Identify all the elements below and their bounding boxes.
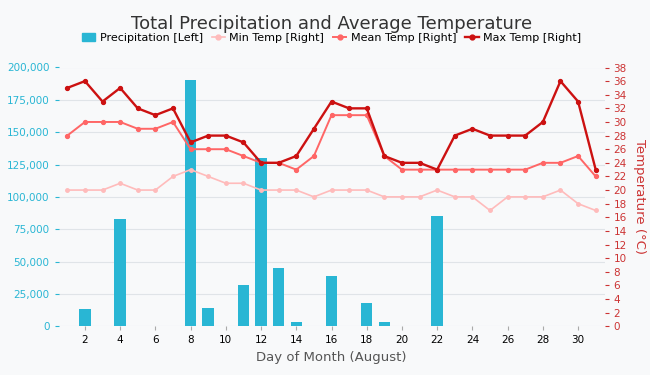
Bar bbox=[273, 268, 285, 326]
Bar bbox=[203, 308, 214, 326]
Bar bbox=[185, 81, 196, 326]
Bar bbox=[79, 309, 90, 326]
Y-axis label: Sum of Precipitation: Sum of Precipitation bbox=[0, 129, 1, 264]
Bar bbox=[238, 285, 249, 326]
Bar bbox=[114, 219, 126, 326]
X-axis label: Day of Month (August): Day of Month (August) bbox=[256, 351, 407, 364]
Legend: Precipitation [Left], Min Temp [Right], Mean Temp [Right], Max Temp [Right]: Precipitation [Left], Min Temp [Right], … bbox=[82, 33, 581, 43]
Bar bbox=[291, 322, 302, 326]
Bar bbox=[378, 322, 390, 326]
Y-axis label: Temperature (°C): Temperature (°C) bbox=[633, 140, 646, 254]
Title: Total Precipitation and Average Temperature: Total Precipitation and Average Temperat… bbox=[131, 15, 532, 33]
Bar bbox=[361, 303, 372, 326]
Bar bbox=[326, 276, 337, 326]
Bar bbox=[255, 158, 266, 326]
Bar bbox=[432, 216, 443, 326]
